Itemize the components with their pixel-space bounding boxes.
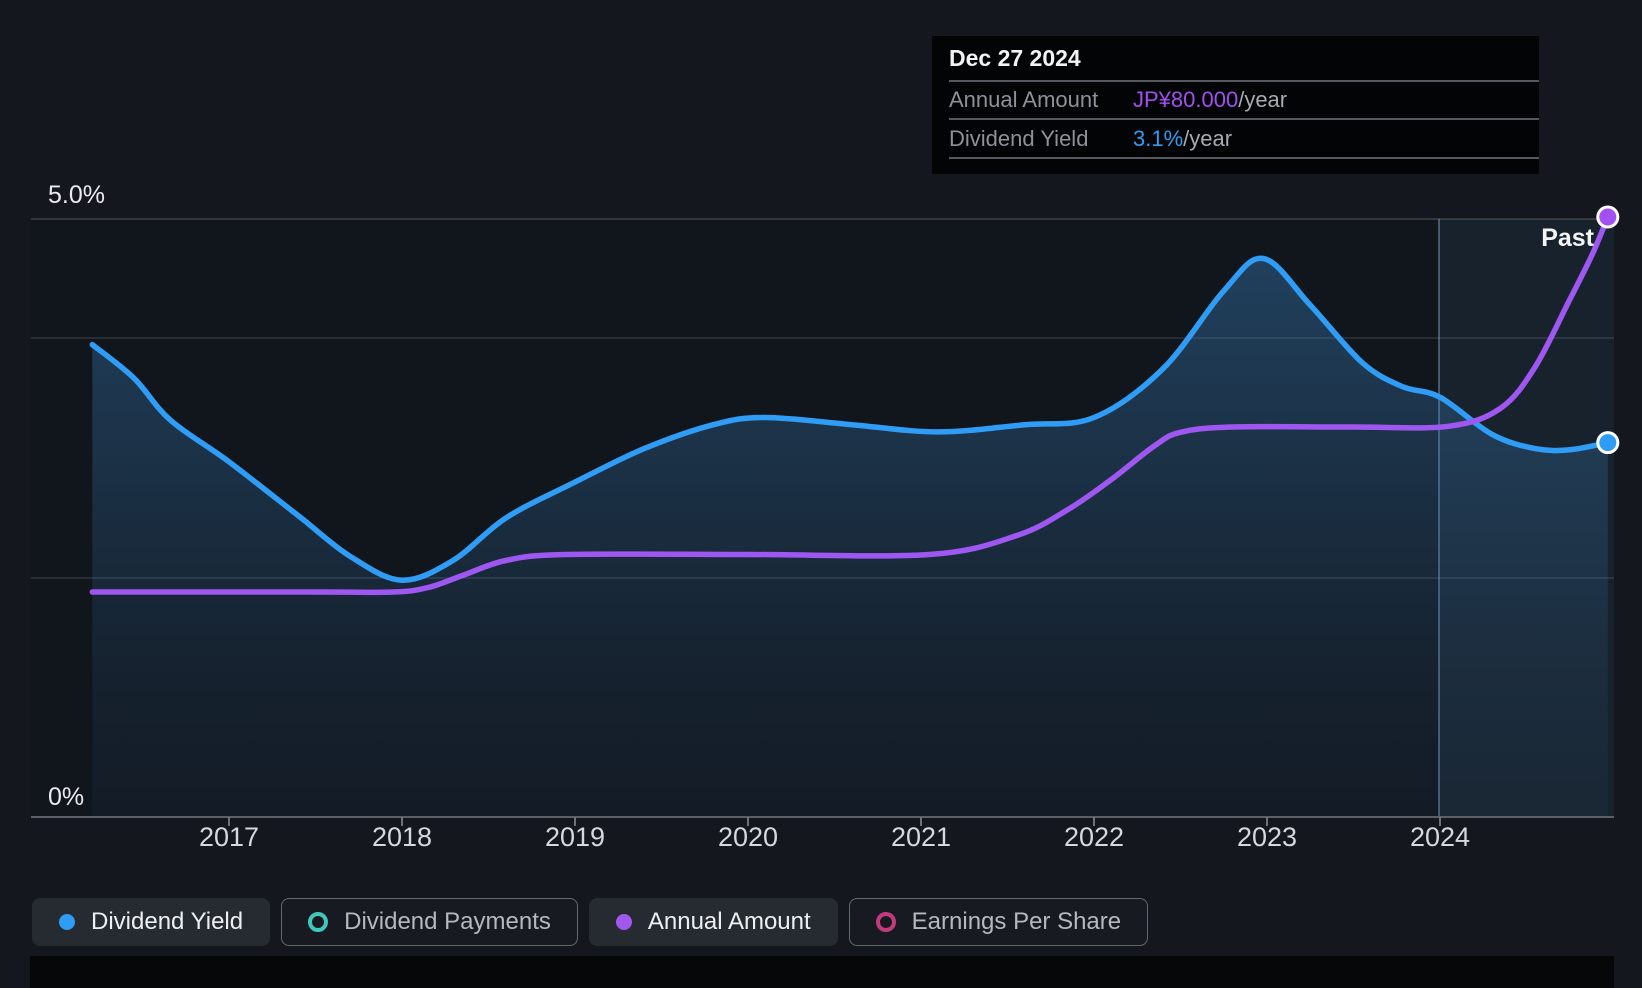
y-axis-label-bottom: 0% (48, 783, 85, 811)
x-axis-ticks (228, 817, 1441, 826)
chart-tooltip: Dec 27 2024 Annual Amount JP¥80.000 /yea… (932, 36, 1539, 174)
legend-label: Dividend Payments (344, 908, 551, 935)
x-tick-label: 2023 (1236, 822, 1298, 852)
legend-label: Annual Amount (647, 908, 811, 935)
x-tick-label: 2021 (890, 822, 952, 852)
x-tick-label: 2019 (544, 822, 606, 852)
tooltip-row-annual-amount: Annual Amount JP¥80.000 /year (949, 80, 1539, 118)
x-tick-label: 2020 (717, 822, 779, 852)
x-tick-label: 2024 (1409, 822, 1471, 852)
tooltip-date: Dec 27 2024 (949, 44, 1081, 71)
y-axis-label-top: 5.0% (48, 181, 105, 209)
amount-end-marker (1596, 205, 1620, 229)
legend-button-dividend-payments[interactable]: Dividend Payments (281, 898, 578, 946)
dividend-payments-ring-icon (308, 912, 329, 932)
legend-button-dividend-yield[interactable]: Dividend Yield (32, 898, 271, 946)
legend-label: Earnings Per Share (911, 908, 1122, 935)
x-tick-label: 2018 (371, 822, 433, 852)
dividend-yield-dot-icon (59, 914, 75, 930)
annual-amount-dot-icon (615, 914, 632, 930)
past-region-label: Past (1541, 224, 1594, 252)
timeline-scrubber-bar[interactable] (30, 956, 1614, 988)
x-tick-label: 2022 (1063, 822, 1125, 852)
dividend-yield-line (89, 255, 1611, 583)
tooltip-value: 3.1% (1133, 125, 1184, 151)
annual-amount-line (89, 214, 1611, 596)
yield-area-fill (92, 258, 1608, 817)
legend-button-annual-amount[interactable]: Annual Amount (588, 898, 838, 946)
tooltip-value: JP¥80.000 (1133, 87, 1239, 112)
tooltip-suffix: /year (1183, 125, 1233, 151)
legend-button-earnings-per-share[interactable]: Earnings Per Share (848, 898, 1149, 946)
x-tick-label: 2017 (198, 822, 260, 852)
tooltip-row-dividend-yield: Dividend Yield 3.1% /year (949, 118, 1539, 159)
tooltip-label: Annual Amount (949, 87, 1099, 112)
yield-end-marker (1596, 431, 1620, 455)
tooltip-suffix: /year (1238, 87, 1288, 112)
legend-label: Dividend Yield (91, 908, 244, 935)
earnings-per-share-ring-icon (875, 912, 896, 932)
chart-legend: Dividend Yield Dividend Payments Annual … (32, 898, 1149, 946)
tooltip-label: Dividend Yield (949, 125, 1089, 151)
